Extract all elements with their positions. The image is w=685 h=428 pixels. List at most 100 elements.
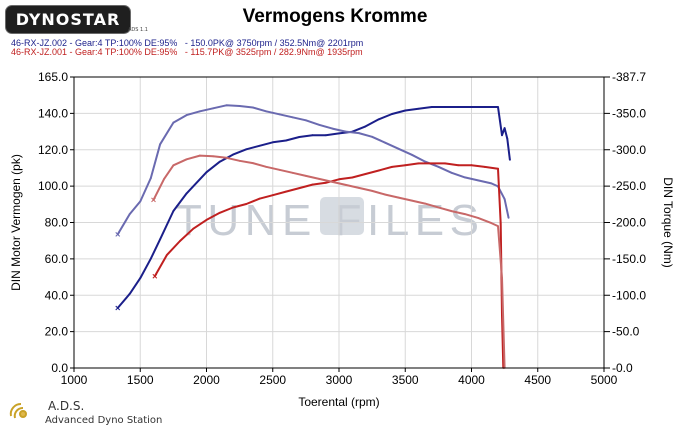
- axes: 1000 1500 2000 2500 3000 3500 4000 4500 5000 0.0 2…: [9, 70, 675, 409]
- series-line-1: [116, 106, 511, 309]
- data-point: [404, 109, 407, 112]
- data-point: [490, 222, 493, 225]
- data-point: [318, 177, 321, 180]
- data-point: [404, 164, 407, 167]
- y2-axis-label: DIN Torque (Nm): [661, 177, 675, 267]
- data-point: [417, 162, 420, 165]
- data-point: [185, 192, 188, 195]
- data-point: [384, 193, 387, 196]
- data-point: [172, 164, 175, 167]
- ads-brand: A.D.S.: [48, 399, 85, 413]
- data-point: [291, 116, 294, 119]
- data-point: [371, 135, 374, 138]
- data-point: [185, 158, 188, 161]
- data-point: [285, 190, 287, 193]
- data-point: [507, 216, 510, 219]
- y2-tick-label: -50.0: [612, 325, 640, 339]
- x-tick-label: 3500: [392, 373, 419, 387]
- x-tick-label: 2500: [259, 373, 286, 387]
- data-point: [457, 106, 460, 108]
- data-point: [159, 238, 162, 241]
- data-point: [285, 139, 287, 142]
- watermark: TUNE FILES: [175, 196, 485, 245]
- plot-frame: [73, 76, 605, 369]
- run-legend-2: 46-RX-JZ.001 - Gear:4 TP:100% DE:95% - 1…: [11, 47, 363, 57]
- data-point: [172, 121, 175, 124]
- data-point: [278, 168, 281, 171]
- ads-brand-sub: Advanced Dyno Station: [45, 415, 163, 426]
- data-point: [410, 199, 413, 202]
- data-point: [159, 143, 162, 146]
- y2-tick-label: -150.0: [612, 252, 646, 266]
- x-tick-label: 5000: [591, 373, 618, 387]
- data-point: [198, 110, 201, 113]
- data-point: [450, 171, 453, 174]
- data-point: [384, 141, 387, 144]
- data-point: [357, 186, 360, 189]
- y-tick-label: 80.0: [45, 216, 69, 230]
- start-marker: [152, 273, 158, 279]
- data-point: [278, 113, 281, 116]
- data-point: [503, 198, 506, 201]
- x-tick-label: 1500: [127, 373, 154, 387]
- logo-text: DYNOSTAR: [15, 10, 121, 29]
- data-point: [298, 187, 301, 190]
- y-axis-label: DIN Motor Vermogen (pk): [9, 154, 23, 291]
- data-point: [397, 147, 400, 150]
- data-point: [225, 104, 228, 107]
- data-point: [311, 183, 314, 186]
- data-point: [218, 211, 221, 214]
- data-point: [364, 173, 367, 175]
- data-point: [245, 203, 248, 205]
- y2-tick-label: -387.7: [612, 70, 646, 84]
- data-point: [450, 210, 453, 213]
- data-point: [318, 123, 321, 126]
- start-marker: [151, 197, 156, 203]
- data-point: [212, 155, 215, 158]
- start-marker: [115, 232, 121, 237]
- data-point: [185, 114, 188, 116]
- data-point: [501, 134, 503, 137]
- data-point: [430, 106, 433, 108]
- data-point: [344, 183, 347, 186]
- data-point: [218, 160, 221, 163]
- x-tick-label: 1000: [61, 373, 88, 387]
- x-tick-label: 3000: [326, 373, 353, 387]
- watermark-text: TUNE FILES: [175, 196, 485, 245]
- run-legend-1: 46-RX-JZ.002 - Gear:4 TP:100% DE:95% - 1…: [11, 38, 364, 48]
- data-point: [463, 213, 466, 216]
- watermark-car-icon: [320, 197, 364, 235]
- x-tick-label: 4000: [458, 373, 485, 387]
- data-point: [397, 196, 400, 199]
- y-tick-label: 140.0: [38, 106, 68, 120]
- data-point: [331, 127, 334, 130]
- y-tick-label: 100.0: [38, 179, 68, 193]
- data-point: [483, 166, 486, 168]
- data-point: [139, 200, 142, 203]
- data-point: [470, 106, 473, 108]
- data-point: [470, 164, 473, 167]
- y-tick-label: 40.0: [45, 288, 69, 302]
- series-layer: [115, 104, 511, 369]
- data-point: [172, 210, 175, 212]
- data-point: [377, 118, 380, 121]
- data-point: [291, 171, 294, 174]
- data-point: [265, 165, 268, 168]
- ads-logo-icon: [9, 402, 27, 419]
- y-tick-label: 20.0: [45, 325, 69, 339]
- data-point: [357, 132, 360, 134]
- data-point: [477, 179, 480, 182]
- y-tick-label: 165.0: [38, 70, 68, 84]
- data-point: [430, 162, 433, 165]
- data-point: [490, 182, 493, 185]
- data-point: [163, 177, 166, 180]
- data-point: [128, 293, 131, 295]
- data-point: [212, 107, 215, 110]
- data-point: [258, 144, 261, 147]
- data-point: [457, 164, 460, 167]
- data-point: [192, 227, 195, 230]
- data-point: [331, 180, 334, 183]
- data-point: [506, 137, 509, 140]
- data-point: [139, 277, 142, 279]
